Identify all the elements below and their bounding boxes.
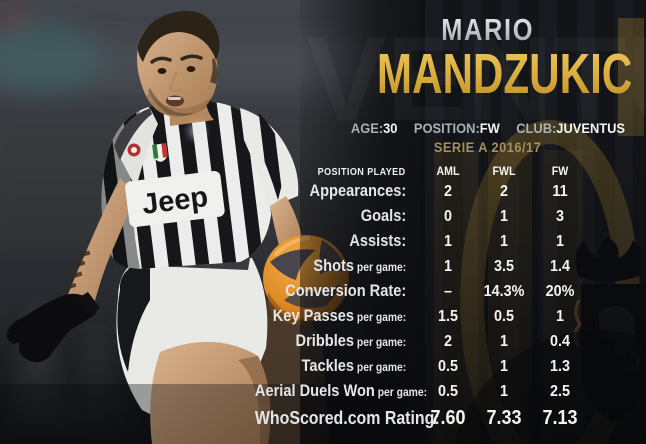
season-title: SERIE A 2016/17 <box>434 140 542 155</box>
stat-value: 0.4 <box>549 333 571 350</box>
table-row: Shots per game: 1 3.5 1.4 <box>228 256 590 281</box>
forearm-tattoo <box>67 250 91 290</box>
table-row: Tackles per game: 0.5 1 1.3 <box>228 356 590 381</box>
table-row: Appearances: 2 2 11 <box>228 181 590 206</box>
jersey-sponsor-text: Jeep <box>140 181 210 221</box>
player-first-name: MARIO <box>441 12 535 47</box>
stat-value: 1.5 <box>437 308 459 325</box>
player-figure: Jeep <box>6 10 330 444</box>
rating-value: 7.60 <box>430 407 466 429</box>
stat-value: 20% <box>545 283 575 300</box>
stat-label: Dribbles <box>295 331 355 350</box>
stat-value: 0.5 <box>493 308 515 325</box>
age-value: 30 <box>383 120 398 136</box>
table-header-row: POSITION PLAYED AML FWL FW <box>228 159 590 178</box>
rating-row: WhoScored.com Rating: 7.60 7.33 7.13 <box>228 407 590 435</box>
position-label: POSITION: <box>413 120 480 136</box>
stat-value: 0 <box>443 208 453 225</box>
column-header-fw: FW <box>551 164 569 178</box>
stat-value: 0.5 <box>437 358 459 375</box>
stats-panel-background: JUVENTUS <box>300 0 646 444</box>
stat-value: 1 <box>499 233 509 250</box>
stat-value: 1.4 <box>549 258 571 275</box>
scudetto-badge <box>152 143 168 162</box>
stat-value: 11 <box>552 183 568 200</box>
age-label: AGE: <box>350 120 384 136</box>
rating-value: 7.33 <box>486 407 522 429</box>
stat-value: 1 <box>499 333 509 350</box>
stat-label: Appearances: <box>309 181 407 200</box>
table-row: Aerial Duels Won per game: 0.5 1 2.5 <box>228 381 590 406</box>
column-header-fwl: FWL <box>492 164 516 178</box>
player-last-name: MANDZUKIC <box>376 42 633 106</box>
stat-value: – <box>443 283 453 300</box>
stats-table: POSITION PLAYED AML FWL FW Appearances: … <box>228 159 590 435</box>
player-meta-row: AGE:30 POSITION:FW CLUB:JUVENTUS <box>330 121 646 135</box>
stat-label: Tackles <box>301 356 355 375</box>
rating-value: 7.13 <box>542 407 578 429</box>
table-row: Assists: 1 1 1 <box>228 231 590 256</box>
stat-value: 1 <box>499 208 509 225</box>
player-name-block: MARIO MANDZUKIC <box>332 14 644 103</box>
stat-value: 14.3% <box>483 283 525 300</box>
column-header-aml: AML <box>436 164 460 178</box>
stat-value: 1 <box>499 358 509 375</box>
club-label: CLUB: <box>516 120 557 136</box>
stat-value: 1 <box>555 233 565 250</box>
stat-suffix: per game: <box>354 260 407 274</box>
table-row: Dribbles per game: 2 1 0.4 <box>228 331 590 356</box>
position-value: FW <box>479 120 500 136</box>
stat-value: 1 <box>499 383 509 400</box>
stat-label: Shots <box>313 256 355 275</box>
stat-value: 2.5 <box>549 383 571 400</box>
stat-label: Assists: <box>349 231 407 250</box>
stat-value: 2 <box>499 183 509 200</box>
coppa-italia-badge <box>127 143 141 157</box>
stat-value: 2 <box>443 333 453 350</box>
jersey-sponsor: Jeep <box>125 171 225 227</box>
stat-value: 1 <box>443 233 453 250</box>
table-row: Key Passes per game: 1.5 0.5 1 <box>228 306 590 331</box>
stat-label: Conversion Rate: <box>285 281 407 300</box>
stat-label: Key Passes <box>272 306 355 325</box>
stat-value: 1 <box>555 308 565 325</box>
stat-label: Aerial Duels Won <box>254 381 375 400</box>
stat-suffix: per game: <box>354 335 407 349</box>
serie-a-patch <box>189 123 205 139</box>
table-row: Conversion Rate: – 14.3% 20% <box>228 281 590 306</box>
panel-shade <box>300 0 646 444</box>
glove <box>6 292 100 363</box>
player-head <box>137 10 220 126</box>
stat-value: 1 <box>443 258 453 275</box>
stat-suffix: per game: <box>374 385 428 399</box>
table-row: Goals: 0 1 3 <box>228 206 590 231</box>
club-value: JUVENTUS <box>556 120 626 136</box>
stat-value: 2 <box>443 183 453 200</box>
stat-value: 3 <box>555 208 565 225</box>
stat-value: 3.5 <box>493 258 515 275</box>
stat-value: 0.5 <box>437 383 459 400</box>
corner-label: POSITION PLAYED <box>317 167 406 178</box>
stat-value: 1.3 <box>549 358 571 375</box>
stat-label: Goals: <box>360 206 407 225</box>
stat-suffix: per game: <box>354 310 407 324</box>
rating-label: WhoScored.com Rating: <box>254 407 440 428</box>
stat-suffix: per game: <box>354 360 407 374</box>
